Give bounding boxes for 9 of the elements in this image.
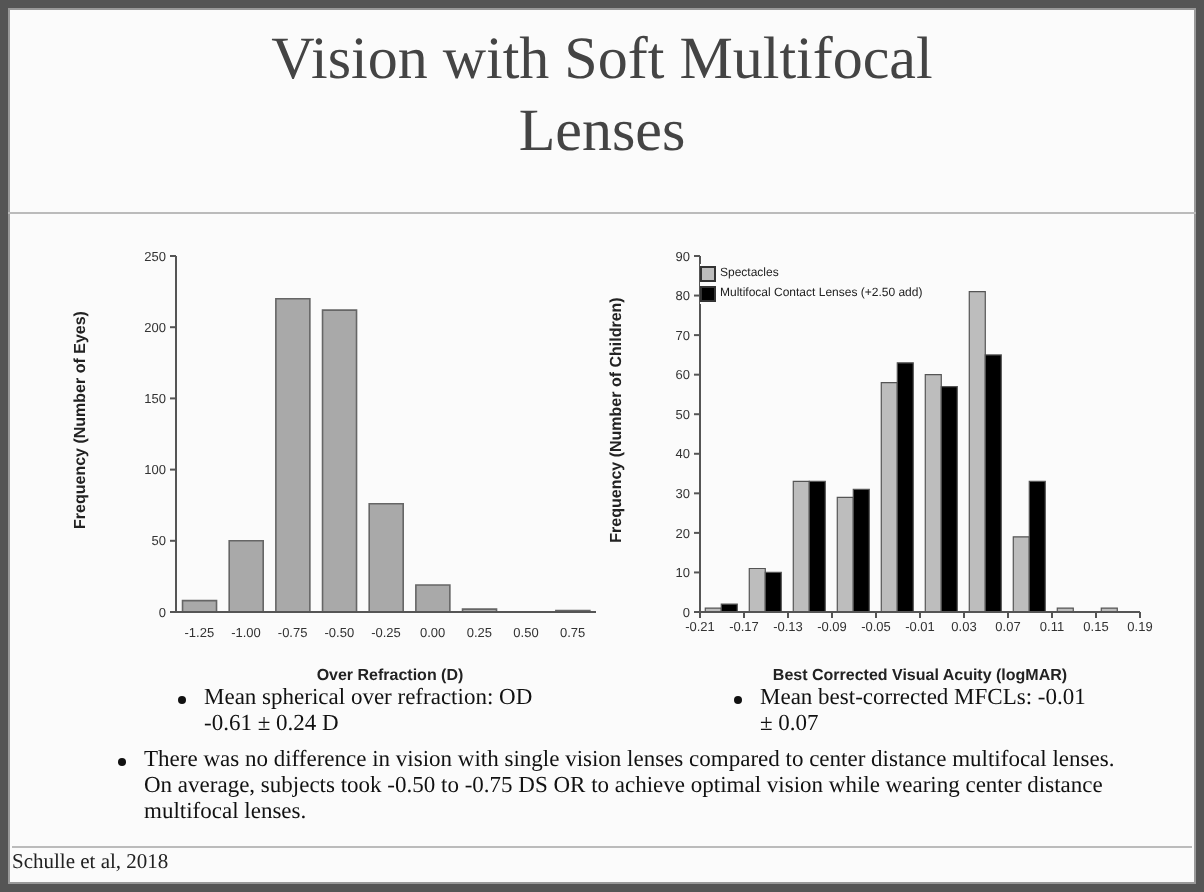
y-axis-title: Frequency (Number of Eyes) (71, 311, 89, 529)
text: There was no difference in vision with single vision lenses compared to center distance multifocal lenses. On average, subjects took -0.50 to -0.75 DS OR to achieve optimal vision while wearing center distance multifocal lenses. (144, 748, 1115, 824)
chart-title: Vision with Soft Multifocal Lenses (269, 24, 935, 168)
text: Mean spherical over refraction: OD -0.61 ± 0.24 D (204, 686, 533, 736)
y-axis-title: Frequency (Number of Children) (607, 297, 625, 543)
x-axis-title: Over Refraction (D) (314, 666, 466, 684)
x-axis-title: Best Corrected Visual Acuity (logMAR) (770, 666, 1070, 684)
text: Mean best-corrected MFCLs: -0.01 ± 0.07 (760, 686, 1086, 736)
text: Schulle et al, 2018 (12, 846, 1192, 874)
